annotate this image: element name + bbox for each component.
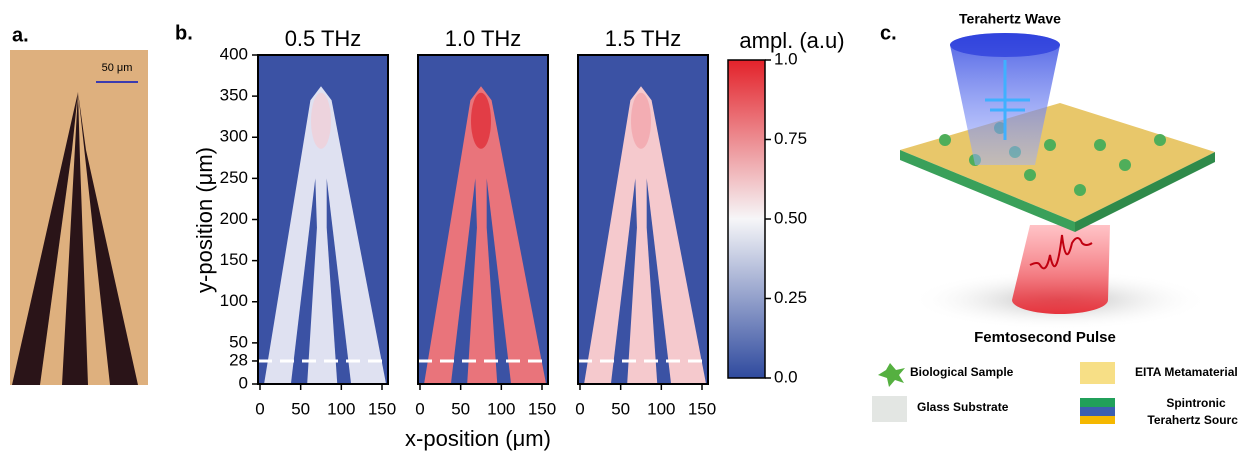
panel-label: c. (880, 22, 897, 44)
panel-label: a. (12, 24, 29, 46)
colorbar-tick-label: 0.50 (774, 208, 807, 227)
y-tick-label: 150 (220, 250, 248, 269)
colorbar (727, 59, 766, 379)
heatmap-gap (486, 178, 512, 384)
legend-label: Spintronic (1166, 396, 1226, 410)
heatmap-tip (471, 92, 491, 149)
x-tick-label: 150 (528, 399, 556, 418)
x-axis-label: x-position (μm) (405, 426, 551, 451)
x-tick-label: 50 (291, 399, 310, 418)
x-tick-label: 100 (647, 399, 675, 418)
panel-title: 0.5 THz (285, 26, 362, 51)
y-tick-label: 350 (220, 86, 248, 105)
y-tick-label: 100 (220, 291, 248, 310)
heatmap-gap (326, 178, 352, 384)
schematic (900, 33, 1215, 330)
y-tick-label: 400 (220, 44, 248, 63)
y-tick-label: 50 (229, 332, 248, 351)
legend-label: EITA Metamaterial (1135, 365, 1238, 379)
annotation: Femtosecond Pulse (974, 329, 1116, 346)
colorbar-label: ampl. (a.u) (739, 28, 844, 53)
heatmap-tip (311, 92, 331, 149)
colorbar-tick-label: 0.75 (774, 129, 807, 148)
legend-label: Terahertz Source (1147, 413, 1238, 427)
x-tick-label: 50 (611, 399, 630, 418)
y-tick-label: 300 (220, 127, 248, 146)
legend-icon (878, 363, 905, 387)
annotation: Terahertz Wave (959, 11, 1061, 27)
x-tick-label: 0 (575, 399, 584, 418)
legend-icon (1080, 398, 1115, 407)
heatmap-region (584, 86, 707, 384)
heatmap-tip (631, 92, 651, 149)
y-tick-label: 0 (239, 373, 248, 392)
heatmap-frame (577, 54, 709, 385)
y-tick-label: 28 (229, 350, 248, 369)
colorbar-tick-label: 0.0 (774, 367, 798, 386)
heatmap-gap (290, 178, 317, 384)
panel-title: 1.0 THz (445, 26, 522, 51)
legend-icon (1080, 407, 1115, 416)
legend-icon (1080, 416, 1115, 424)
x-tick-label: 100 (487, 399, 515, 418)
legend-label: Biological Sample (910, 365, 1014, 379)
heatmap-gap (646, 178, 672, 384)
x-tick-label: 100 (327, 399, 355, 418)
y-tick-label: 200 (220, 209, 248, 228)
heatmap-gap (610, 178, 637, 384)
panel-label: b. (175, 22, 193, 44)
x-tick-label: 150 (688, 399, 716, 418)
scale-bar-label: 50 μm (102, 62, 133, 74)
x-tick-label: 50 (451, 399, 470, 418)
legend-label: Glass Substrate (917, 400, 1009, 414)
colorbar-tick-label: 1.0 (774, 49, 798, 68)
x-tick-label: 0 (255, 399, 264, 418)
y-axis-label: y-position (μm) (192, 147, 217, 293)
y-tick-label: 250 (220, 168, 248, 187)
legend-icon (1080, 362, 1115, 384)
x-tick-label: 150 (368, 399, 396, 418)
x-tick-label: 0 (415, 399, 424, 418)
legend-icon (872, 396, 907, 422)
heatmap-region (424, 86, 547, 384)
heatmap-region (264, 86, 387, 384)
heatmap-frame (417, 54, 549, 385)
panel-title: 1.5 THz (605, 26, 682, 51)
heatmap-gap (450, 178, 477, 384)
micrograph (10, 50, 148, 385)
colorbar-tick-label: 0.25 (774, 288, 807, 307)
